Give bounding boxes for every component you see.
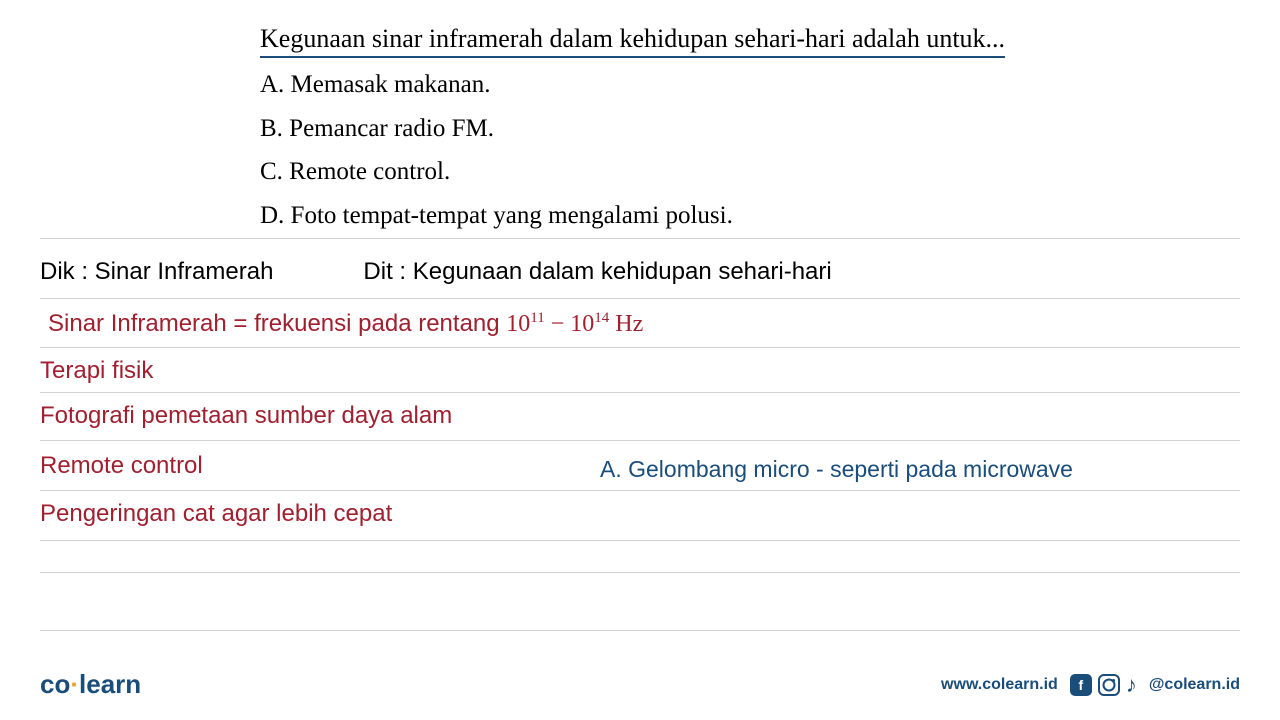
divider: [40, 440, 1240, 441]
tiktok-icon: ♪: [1126, 672, 1137, 698]
question-text: Kegunaan sinar inframerah dalam kehidupa…: [260, 24, 1160, 58]
fb-letter: f: [1078, 677, 1083, 693]
footer-right: www.colearn.id f ♪ @colearn.id: [941, 672, 1240, 698]
use-1: Terapi fisik: [40, 357, 153, 385]
facebook-icon: f: [1070, 674, 1092, 696]
use-2: Fotografi pemetaan sumber daya alam: [40, 402, 452, 430]
logo-learn: learn: [79, 669, 141, 699]
range-exp2: 14: [594, 310, 609, 326]
divider: [40, 238, 1240, 239]
options-list: A. Memasak makanan. B. Pemancar radio FM…: [260, 66, 1160, 234]
definition-line: Sinar Inframerah = frekuensi pada rentan…: [48, 310, 643, 338]
divider: [40, 392, 1240, 393]
brand-logo: co·learn: [40, 669, 141, 700]
divider: [40, 298, 1240, 299]
dit-text: Dit : Kegunaan dalam kehidupan sehari-ha…: [363, 258, 831, 286]
footer-url: www.colearn.id: [941, 676, 1058, 694]
divider: [40, 630, 1240, 631]
range-base2: 10: [570, 311, 594, 337]
logo-dot: ·: [70, 669, 79, 699]
range-exp1: 11: [530, 310, 544, 326]
option-d: D. Foto tempat-tempat yang mengalami pol…: [260, 197, 1160, 235]
annotation-a: A. Gelombang micro - seperti pada microw…: [600, 456, 1073, 483]
option-c: C. Remote control.: [260, 153, 1160, 191]
question-underlined: Kegunaan sinar inframerah dalam kehidupa…: [260, 24, 1005, 58]
definition-unit: Hz: [609, 311, 643, 337]
social-icons: f ♪: [1070, 672, 1137, 698]
divider: [40, 572, 1240, 573]
option-b: B. Pemancar radio FM.: [260, 110, 1160, 148]
use-4: Pengeringan cat agar lebih cepat: [40, 500, 392, 528]
definition-pre: Sinar Inframerah = frekuensi pada rentan…: [48, 310, 506, 337]
footer-handle: @colearn.id: [1149, 676, 1240, 694]
use-3: Remote control: [40, 452, 203, 480]
divider: [40, 540, 1240, 541]
instagram-icon: [1098, 674, 1120, 696]
logo-co: co: [40, 669, 70, 699]
footer: co·learn www.colearn.id f ♪ @colearn.id: [40, 669, 1240, 700]
question-block: Kegunaan sinar inframerah dalam kehidupa…: [260, 24, 1160, 240]
divider: [40, 490, 1240, 491]
divider: [40, 347, 1240, 348]
given-asked-row: Dik : Sinar Inframerah Dit : Kegunaan da…: [40, 258, 832, 286]
range-base1: 10: [506, 311, 530, 337]
dik-text: Dik : Sinar Inframerah: [40, 258, 273, 286]
option-a: A. Memasak makanan.: [260, 66, 1160, 104]
range-sep: −: [545, 311, 571, 337]
